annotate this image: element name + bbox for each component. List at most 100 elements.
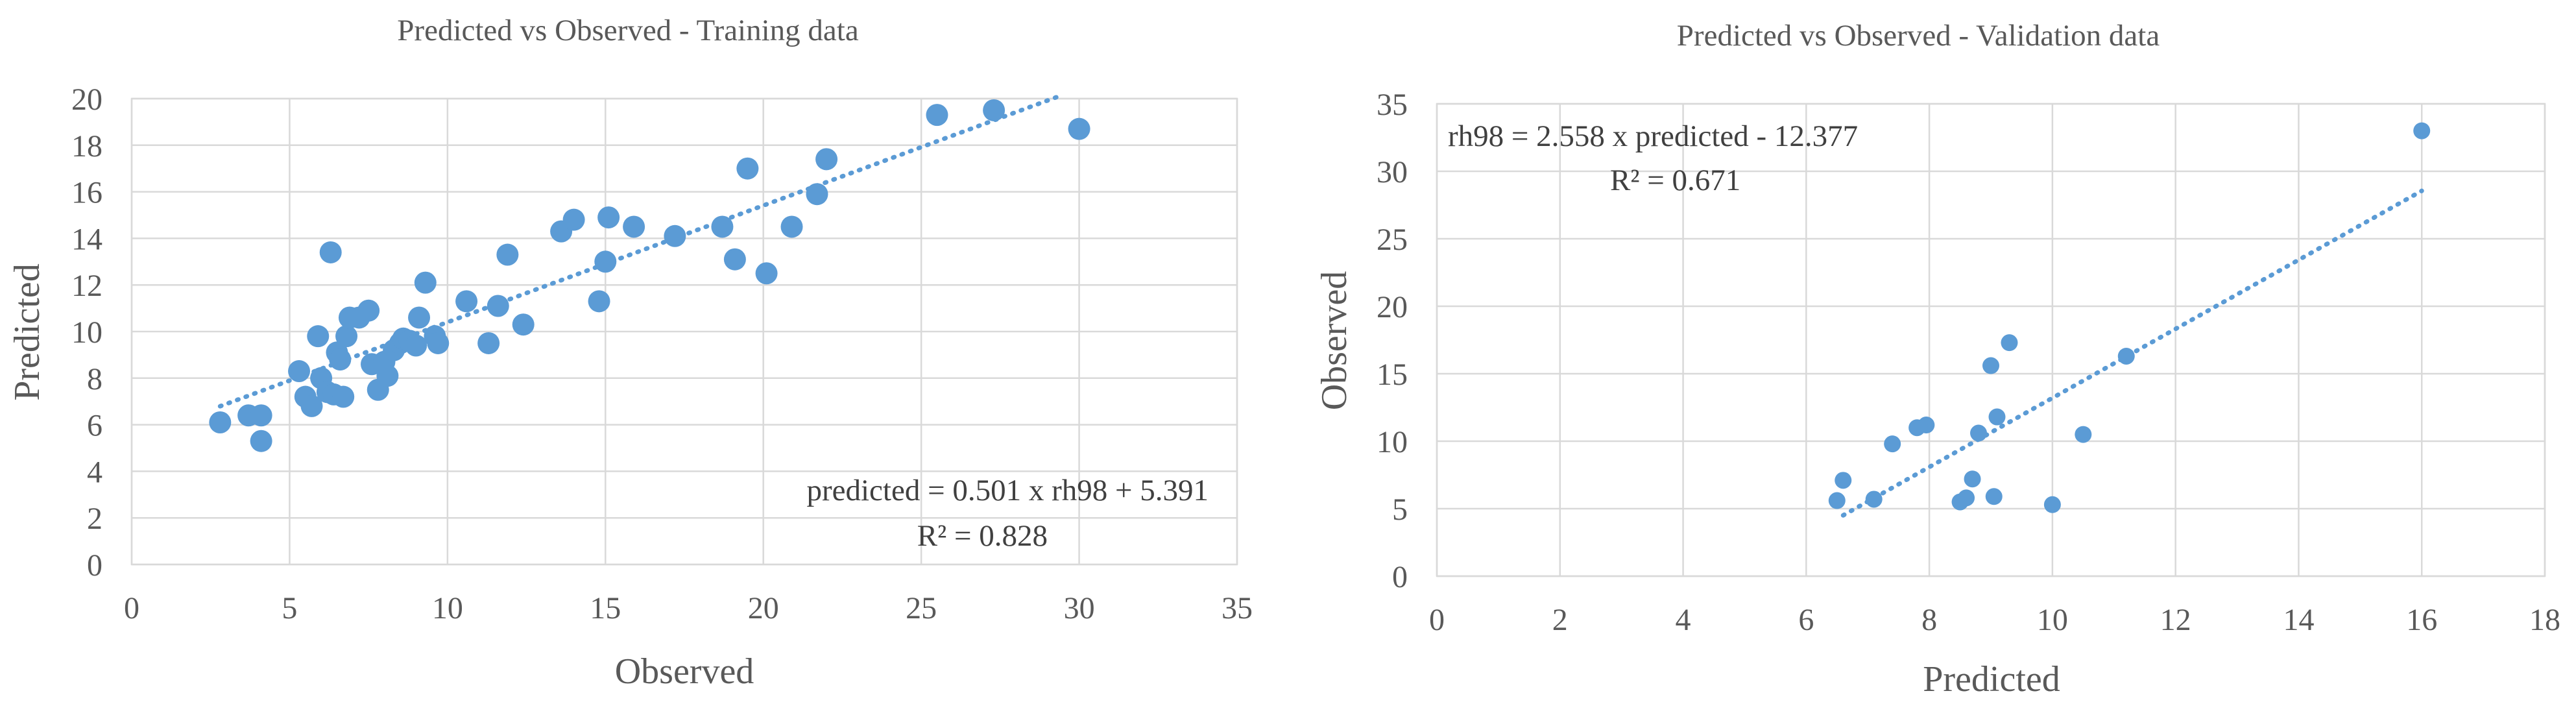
y-tick-label: 35: [1377, 88, 1408, 122]
validation-gridlines: [1436, 103, 2546, 577]
data-point: [319, 241, 342, 263]
data-point: [250, 430, 272, 452]
x-tick-label: 6: [1798, 603, 1814, 637]
y-tick-label: 8: [87, 362, 102, 396]
data-point: [736, 157, 759, 180]
data-point: [496, 243, 519, 266]
data-point: [2413, 122, 2431, 139]
validation-points: [1828, 122, 2431, 513]
validation-x-axis-title: Predicted: [1923, 659, 2060, 699]
data-point: [623, 215, 645, 238]
training-chart-title: Predicted vs Observed - Training data: [397, 14, 859, 47]
x-tick-label: 5: [282, 591, 297, 625]
y-tick-label: 25: [1377, 223, 1408, 257]
y-tick-label: 20: [71, 82, 102, 117]
data-point: [405, 334, 427, 357]
x-tick-label: 0: [1429, 603, 1445, 637]
x-tick-label: 18: [2529, 603, 2560, 637]
data-point: [427, 332, 450, 354]
data-point: [1828, 492, 1846, 509]
data-point: [983, 99, 1005, 121]
data-point: [376, 365, 399, 387]
y-tick-label: 10: [71, 315, 102, 350]
data-point: [414, 271, 437, 294]
data-point: [806, 183, 828, 206]
data-point: [1982, 357, 1999, 374]
data-point: [335, 325, 358, 348]
data-point: [815, 148, 838, 171]
validation-y-axis-title: Observed: [1314, 271, 1354, 411]
training-gridlines: [130, 97, 1238, 566]
data-point: [597, 206, 620, 229]
y-tick-label: 15: [1377, 358, 1408, 392]
x-tick-label: 15: [590, 591, 621, 625]
validation-plot-area: [1436, 103, 2546, 577]
data-point: [664, 224, 686, 247]
data-point: [1958, 489, 1975, 507]
data-point: [329, 348, 352, 371]
x-tick-label: 14: [2283, 603, 2314, 637]
data-point: [594, 250, 617, 273]
data-point: [562, 208, 585, 231]
x-tick-label: 30: [1064, 591, 1095, 625]
data-point: [926, 104, 948, 127]
x-tick-label: 35: [1222, 591, 1253, 625]
y-tick-label: 10: [1377, 425, 1408, 459]
data-point: [2043, 496, 2061, 513]
x-tick-label: 12: [2160, 603, 2191, 637]
data-point: [307, 325, 330, 348]
data-point: [2117, 347, 2135, 365]
x-tick-label: 25: [906, 591, 937, 625]
data-point: [209, 411, 232, 434]
validation-equation-label: rh98 = 2.558 x predicted - 12.377: [1448, 119, 1858, 153]
data-point: [1068, 117, 1090, 140]
y-tick-label: 30: [1377, 155, 1408, 189]
training-y-tick-labels: 0 2 4 6 8 10 12 14 16 18 20: [71, 82, 102, 583]
training-x-axis-title: Observed: [615, 651, 754, 692]
data-point: [1985, 488, 2003, 505]
y-tick-label: 20: [1377, 290, 1408, 324]
x-tick-label: 10: [2037, 603, 2068, 637]
x-tick-label: 16: [2406, 603, 2437, 637]
training-y-axis-title: Predicted: [7, 263, 47, 400]
y-tick-label: 6: [87, 409, 102, 443]
data-point: [357, 299, 380, 322]
x-tick-label: 0: [124, 591, 139, 625]
x-tick-label: 4: [1676, 603, 1691, 637]
y-tick-label: 14: [71, 222, 102, 256]
validation-x-tick-labels: 0 2 4 6 8 10 12 14 16 18: [1429, 603, 2560, 637]
data-point: [1835, 472, 1852, 489]
data-point: [288, 360, 311, 383]
data-point: [711, 215, 734, 238]
data-point: [1884, 435, 1901, 453]
training-r2-label: R² = 0.828: [917, 519, 1048, 553]
data-point: [300, 394, 323, 417]
data-point: [2001, 334, 2018, 352]
data-point: [1918, 417, 1935, 434]
data-point: [250, 404, 272, 427]
y-tick-label: 18: [71, 129, 102, 164]
data-point: [780, 215, 803, 238]
y-tick-label: 2: [87, 502, 102, 536]
training-equation-label: predicted = 0.501 x rh98 + 5.391: [806, 474, 1209, 507]
data-point: [1964, 470, 1981, 488]
data-point: [1865, 491, 1883, 508]
training-x-tick-labels: 0 5 10 15 20 25 30 35: [124, 591, 1253, 625]
data-point: [455, 290, 478, 313]
x-tick-label: 2: [1552, 603, 1568, 637]
training-chart: Predicted vs Observed - Training data 0 5…: [7, 14, 1253, 692]
data-point: [477, 332, 500, 354]
validation-chart: Predicted vs Observed - Validation data …: [1314, 19, 2560, 699]
y-tick-label: 4: [87, 455, 102, 489]
data-point: [2075, 426, 2092, 443]
validation-r2-label: R² = 0.671: [1610, 164, 1740, 197]
validation-trendline: [1840, 188, 2424, 518]
x-tick-label: 20: [748, 591, 779, 625]
y-tick-label: 5: [1392, 492, 1408, 527]
data-point: [723, 248, 746, 271]
validation-y-tick-labels: 0 5 10 15 20 25 30 35: [1377, 88, 1408, 594]
data-point: [755, 262, 778, 285]
x-tick-label: 8: [1921, 603, 1937, 637]
data-point: [487, 295, 509, 317]
